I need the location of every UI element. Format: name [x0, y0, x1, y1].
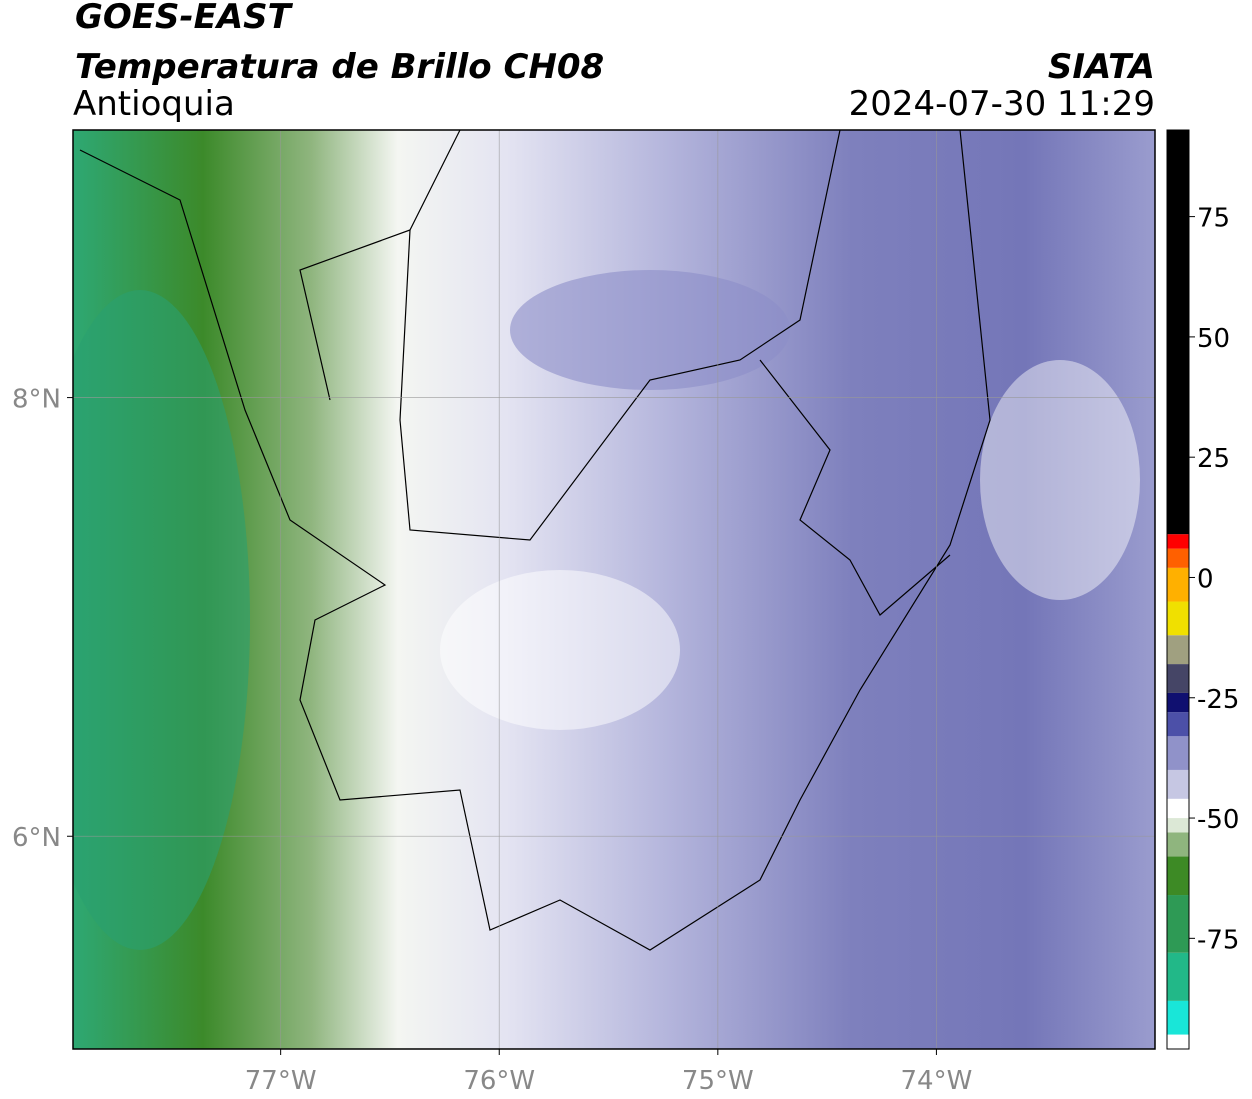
y-tick-label: 8°N — [12, 385, 61, 415]
colorbar-segment — [1167, 856, 1189, 896]
colorbar-segment — [1167, 736, 1189, 770]
datetime: 2024-07-30 11:29 — [849, 84, 1155, 124]
colorbar-segment — [1167, 692, 1189, 713]
colorbar-segment — [1167, 664, 1189, 693]
colorbar-tick-label: 75 — [1197, 204, 1230, 234]
title-line2: Temperatura de Brillo CH08 — [75, 47, 604, 87]
colorbar-segment — [1167, 130, 1189, 535]
map-image — [73, 130, 1155, 1049]
colorbar-segment — [1167, 769, 1189, 799]
colorbar-segment — [1167, 818, 1189, 833]
colorbar-tick-label: 0 — [1197, 564, 1214, 594]
colorbar-tick-label: -25 — [1197, 685, 1239, 715]
colorbar-segment — [1167, 1034, 1189, 1049]
region: Antioquia — [73, 84, 235, 124]
colorbar-tick-label: 25 — [1197, 444, 1230, 474]
colorbar-segment — [1167, 534, 1189, 549]
colorbar-segment — [1167, 601, 1189, 636]
colorbar-segment — [1167, 798, 1189, 819]
colorbar-tick-label: 50 — [1197, 324, 1230, 354]
cloud-area — [440, 570, 680, 730]
organization: SIATA — [1048, 47, 1155, 87]
colorbar-segment — [1167, 952, 1189, 1001]
colorbar-frame — [1166, 129, 1190, 1050]
x-tick-label: 75°W — [682, 1066, 754, 1096]
boundary — [399, 130, 841, 541]
colorbar-segment — [1167, 832, 1189, 857]
cloud-area — [980, 360, 1140, 600]
colorbar-segment — [1167, 548, 1189, 568]
coastline — [299, 130, 461, 401]
boundary — [759, 359, 951, 616]
colorbar-segment — [1167, 895, 1189, 953]
x-tick-label: 76°W — [463, 1066, 535, 1096]
colorbar-tick-label: -75 — [1197, 925, 1239, 955]
colorbar-segment — [1167, 567, 1189, 602]
warm-area — [73, 290, 250, 950]
cloud-area — [510, 270, 790, 390]
x-tick-label: 77°W — [245, 1066, 317, 1096]
boundary — [79, 130, 991, 951]
title-line1: GOES-EAST — [75, 0, 294, 37]
colorbar-segment — [1167, 1000, 1189, 1035]
x-tick-label: 74°W — [901, 1066, 973, 1096]
colorbar-segment — [1167, 712, 1189, 737]
colorbar-segment — [1167, 635, 1189, 665]
map-frame — [72, 129, 1156, 1050]
colorbar-tick-label: -50 — [1197, 805, 1239, 835]
y-tick-label: 6°N — [12, 823, 61, 853]
